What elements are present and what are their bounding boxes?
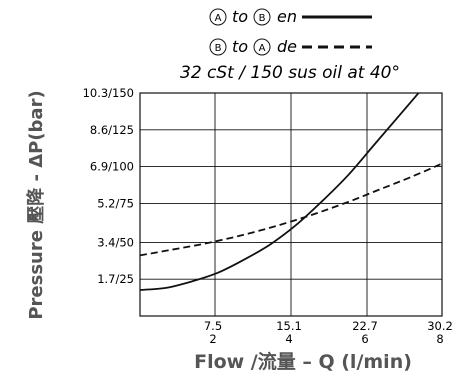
series-line-b-to-a <box>140 162 442 257</box>
y-tick-label: 3.4/50 <box>97 235 134 249</box>
y-tick-label: 10.3/150 <box>83 86 134 100</box>
legend-to-word: to <box>232 7 248 26</box>
plot-frame <box>139 92 443 317</box>
x-tick-label-lpm: 22.7 <box>352 319 378 333</box>
oil-condition-note: 32 cSt / 150 sus oil at 40° <box>180 63 400 83</box>
legend-suffix: de <box>277 37 297 56</box>
x-tick-label-gpm: 4 <box>285 332 292 346</box>
legend-entry-a-to-b: A to B en <box>209 7 372 26</box>
legend-a-to: B <box>259 13 266 24</box>
series-group <box>140 93 442 291</box>
legend-to-word: to <box>232 37 248 56</box>
legend-entry-b-to-a: B to A de <box>209 37 372 56</box>
y-tick-label: 8.6/125 <box>90 123 134 137</box>
y-tick-labels: 1.7/25 3.4/50 5.2/75 6.9/100 8.6/125 10.3/150 <box>83 86 134 286</box>
x-tick-label-gpm: 8 <box>436 332 443 346</box>
legend-a-from: A <box>215 13 222 24</box>
x-tick-label-lpm: 15.1 <box>276 319 302 333</box>
y-tick-label: 5.2/75 <box>97 196 134 210</box>
x-axis-title: Flow /流量 – Q (l/min) <box>194 350 412 373</box>
series-line-a-to-b <box>140 93 420 291</box>
x-tick-label-lpm: 7.5 <box>204 319 222 333</box>
x-tick-label-gpm: 2 <box>209 332 216 346</box>
legend-suffix: en <box>277 7 297 26</box>
y-tick-label: 6.9/100 <box>90 160 134 174</box>
x-tick-label-gpm: 6 <box>361 332 368 346</box>
legend-b-from: B <box>215 43 222 54</box>
y-axis-title: Pressure 壓降 - ΔP(bar) <box>25 90 47 319</box>
x-tick-label-lpm: 30.2 <box>427 319 453 333</box>
y-tick-label: 1.7/25 <box>97 272 134 286</box>
legend-b-to: A <box>259 43 266 54</box>
x-tick-labels: 7.52 15.14 22.76 30.28 <box>204 319 453 346</box>
